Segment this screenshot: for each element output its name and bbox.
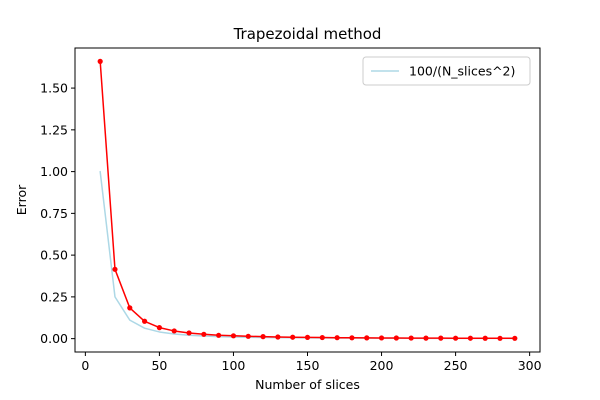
x-axis-label: Number of slices [255,377,360,392]
y-axis-label: Error [14,184,29,215]
series-1-point [334,335,340,341]
series-1-point [216,332,222,338]
series-1-point [304,334,311,340]
series-1-point [378,335,385,341]
series-1-point [467,335,473,341]
y-tick-label: 1.25 [40,122,68,137]
x-tick-label: 200 [370,358,394,373]
series-1-point [423,335,429,341]
series-1-point [512,335,518,341]
series-1-point [319,334,325,341]
series-1-point [452,335,459,341]
legend-box [362,56,531,86]
x-tick-label: 50 [151,358,167,373]
y-tick-label: 0.75 [40,206,68,221]
y-tick-label: 0.00 [40,331,68,346]
series-1-point [230,333,237,339]
series-1-point [364,335,370,341]
series-1-point [201,331,207,337]
series-1-point [142,318,148,324]
series-1-point [245,333,251,339]
series-1-point [260,334,266,340]
series-1-point [127,305,133,311]
series-1-point [186,330,192,336]
chart-title: Trapezoidal method [233,25,382,43]
x-tick-label: 0 [81,358,89,373]
legend-label: 100/(N_slices^2) [409,64,515,79]
series-1-point [97,58,103,64]
legend: 100/(N_slices^2) [362,56,531,86]
series-1-point [393,335,399,341]
series-1-point [438,335,444,341]
y-tick-label: 1.00 [40,164,68,179]
series-1-point [112,266,118,272]
y-tick-label: 1.50 [40,81,68,96]
y-tick-label: 0.25 [40,289,68,304]
y-tick-label: 0.50 [40,248,68,263]
series-1-point [275,334,281,340]
x-tick-label: 150 [296,358,320,373]
series-1-point [497,335,503,341]
series-1-point [349,335,355,341]
series-1-point [482,335,488,341]
series-1-point [408,335,414,341]
x-tick-label: 250 [444,358,468,373]
x-tick-label: 300 [518,358,542,373]
x-tick-label: 100 [222,358,246,373]
series-1-point [156,325,163,331]
series-1-point [171,328,177,334]
series-1-point [290,334,296,340]
